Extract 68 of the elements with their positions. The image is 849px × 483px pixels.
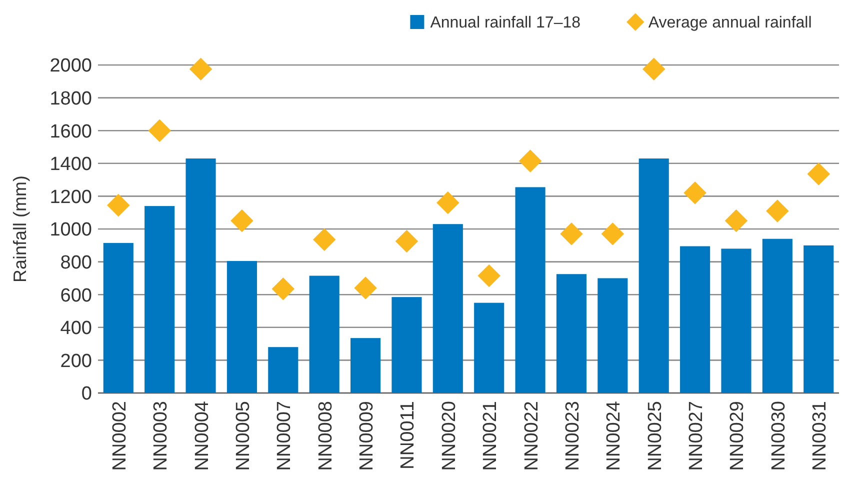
bar [721, 248, 752, 393]
point [107, 194, 130, 217]
y-tick-label: 1000 [50, 220, 92, 241]
point [312, 228, 336, 252]
x-tick-label: NN0022 [521, 401, 542, 471]
x-tick-label: NN0002 [109, 401, 130, 471]
x-tick-label: NN0009 [356, 401, 378, 471]
point [478, 264, 500, 288]
x-tick-label: NN0005 [232, 401, 254, 471]
y-tick-label: 800 [60, 252, 92, 274]
point [766, 200, 789, 222]
point [436, 191, 460, 214]
legend-label: Average annual rainfall [648, 14, 812, 32]
point [354, 276, 377, 300]
x-tick-label: NN0021 [480, 401, 502, 471]
x-tick-label: NN0011 [398, 401, 419, 470]
x-tick-label: NN0003 [150, 401, 172, 471]
x-tick-label: NN0029 [727, 401, 748, 471]
bar [144, 206, 175, 393]
y-tick-label: 0 [81, 384, 92, 405]
y-tick-label: 1600 [50, 121, 92, 142]
bar [598, 278, 628, 393]
y-axis-title: Rainfall (mm) [10, 175, 30, 283]
point [807, 162, 830, 186]
x-tick-label: NN0004 [192, 400, 213, 471]
point [724, 209, 748, 232]
x-tick-label: NN0027 [686, 401, 708, 471]
y-tick-label: 1200 [50, 186, 92, 208]
point [560, 222, 583, 246]
x-tick-label: NN0031 [810, 401, 831, 471]
y-tick-label: 600 [60, 285, 92, 306]
legend-label: Annual rainfall 17–18 [430, 14, 581, 32]
y-tick-label: 1800 [50, 88, 92, 110]
bar [186, 158, 216, 393]
bar [762, 238, 792, 393]
y-tick-label: 200 [60, 350, 92, 372]
x-tick-label: NN0030 [768, 401, 790, 471]
bar [515, 187, 546, 393]
y-tick-label: 1400 [50, 154, 92, 176]
point [518, 150, 542, 172]
bar [474, 302, 504, 393]
point [684, 182, 706, 204]
point [395, 230, 418, 253]
point [601, 222, 624, 246]
y-tick-label: 2000 [50, 56, 92, 77]
bar [309, 276, 340, 393]
bar [804, 245, 834, 393]
x-tick-label: NN0020 [438, 401, 460, 471]
bar [638, 158, 669, 393]
bar [350, 338, 381, 393]
x-tick-label: NN0025 [644, 401, 666, 471]
bar [226, 260, 257, 393]
bar [680, 246, 710, 393]
bar [103, 242, 134, 393]
point [189, 58, 212, 80]
bar [268, 347, 298, 393]
bar [392, 297, 422, 393]
x-tick-label: NN0008 [315, 401, 336, 471]
x-tick-label: NN0007 [274, 401, 296, 471]
point [642, 58, 666, 80]
y-tick-label: 400 [60, 318, 92, 340]
bar [556, 274, 587, 393]
bar [432, 224, 463, 393]
x-tick-label: NN0023 [562, 401, 584, 471]
point [272, 277, 295, 300]
point [148, 119, 171, 142]
point [230, 209, 254, 232]
x-tick-label: NN0024 [604, 400, 625, 471]
